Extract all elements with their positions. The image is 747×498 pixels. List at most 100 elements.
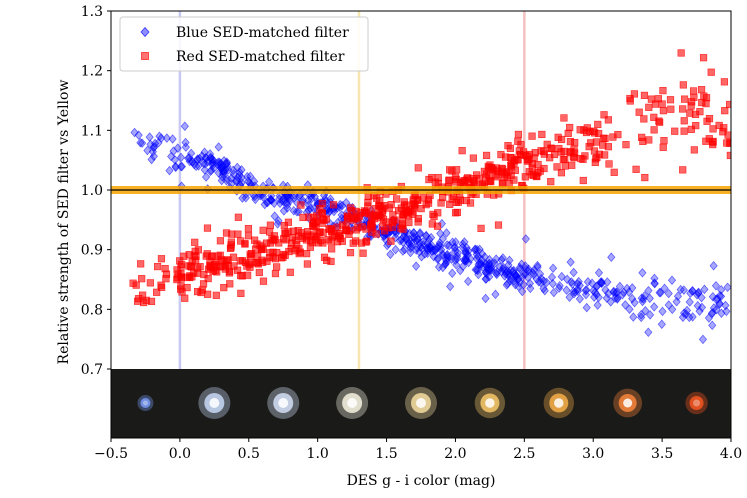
data-point-red (244, 232, 253, 240)
data-point-blue (475, 244, 484, 255)
data-point-blue (443, 240, 452, 250)
data-point-blue (673, 291, 683, 301)
data-point-blue (177, 161, 186, 172)
data-point-blue (283, 200, 292, 210)
data-point-blue (592, 289, 601, 300)
data-point-blue (533, 262, 542, 272)
data-point-blue (448, 268, 457, 278)
data-point-blue (270, 211, 279, 221)
data-point-blue (241, 193, 250, 203)
data-point-red (259, 277, 268, 285)
data-point-red (362, 225, 370, 233)
data-point-blue (307, 193, 316, 204)
data-point-red (448, 167, 456, 175)
data-point-red (640, 115, 648, 123)
data-point-blue (181, 137, 190, 148)
data-point-blue (515, 262, 524, 273)
data-point-blue (563, 274, 572, 285)
data-point-red (543, 140, 551, 148)
data-point-red (568, 161, 576, 169)
data-point-red (173, 274, 181, 282)
data-point-red (514, 137, 522, 145)
data-point-blue (235, 167, 244, 178)
x-tick-label: 4.0 (720, 446, 742, 462)
data-point-blue (472, 264, 481, 275)
data-point-blue (681, 309, 691, 319)
data-point-red (709, 125, 717, 133)
data-point-red (506, 144, 515, 152)
x-tick-label: 1.0 (307, 446, 329, 462)
data-point-blue (548, 278, 557, 289)
data-point-blue (512, 270, 521, 281)
data-point-blue (618, 289, 627, 300)
data-point-red (234, 230, 242, 238)
data-point-blue (481, 293, 490, 304)
data-point-blue (549, 263, 558, 274)
data-point-red (422, 201, 430, 209)
data-point-red (614, 130, 622, 139)
data-point-red (286, 268, 294, 276)
legend: Blue SED-matched filter Red SED-matched … (119, 16, 369, 72)
data-point-red (303, 260, 311, 268)
data-point-red (566, 123, 574, 132)
data-point-red (132, 281, 140, 289)
data-point-blue (453, 251, 462, 261)
data-point-red (528, 171, 536, 179)
data-point-blue (442, 228, 451, 238)
y-tick-label: 0.8 (81, 302, 103, 318)
data-point-blue (260, 199, 269, 210)
data-point-red (322, 215, 330, 223)
data-point-blue (712, 294, 721, 305)
data-point-blue (704, 313, 713, 323)
legend-marker-blue (140, 26, 150, 38)
data-point-red (650, 126, 658, 134)
data-point-blue (604, 288, 613, 299)
data-point-blue (199, 158, 208, 168)
data-point-red (641, 173, 649, 182)
data-point-red (680, 117, 688, 125)
data-point-red (220, 284, 228, 292)
data-point-blue (423, 242, 432, 253)
data-point-blue (391, 244, 400, 255)
data-point-red (266, 228, 274, 236)
data-point-red (269, 253, 277, 261)
data-point-blue (567, 277, 576, 287)
data-point-red (723, 139, 731, 147)
data-point-red (687, 125, 695, 133)
data-point-red (397, 204, 405, 212)
data-point-red (328, 245, 336, 253)
data-point-red (379, 222, 387, 231)
data-point-blue (630, 297, 639, 308)
data-point-blue (409, 228, 418, 238)
data-point-blue (221, 165, 230, 175)
data-point-red (469, 154, 477, 162)
data-point-red (245, 260, 253, 268)
data-point-blue (471, 244, 480, 254)
y-axis-ticks: 0.7 0.8 0.9 1.0 1.1 1.2 1.3 (81, 4, 111, 378)
data-point-blue (549, 287, 558, 298)
data-point-blue (405, 239, 414, 249)
data-point-red (199, 280, 208, 288)
data-point-blue (171, 162, 180, 173)
data-point-red (671, 127, 679, 135)
data-point-red (658, 100, 666, 108)
data-point-blue (655, 287, 664, 298)
data-point-blue (716, 291, 726, 302)
data-point-red (258, 243, 266, 251)
data-point-blue (722, 306, 731, 317)
data-point-red (387, 237, 395, 245)
data-point-red (679, 105, 687, 113)
data-point-red (326, 225, 334, 233)
data-point-blue (621, 300, 630, 310)
data-point-blue (429, 251, 438, 262)
x-axis-label: DES g - i color (mag) (347, 473, 496, 489)
data-point-red (709, 138, 717, 146)
data-point-red (345, 230, 353, 238)
data-point-red (229, 253, 238, 261)
data-point-blue (717, 308, 726, 318)
data-point-red (656, 118, 664, 126)
data-point-red (280, 235, 288, 243)
data-point-blue (464, 257, 473, 268)
data-point-red (285, 247, 293, 256)
data-point-blue (685, 297, 694, 307)
